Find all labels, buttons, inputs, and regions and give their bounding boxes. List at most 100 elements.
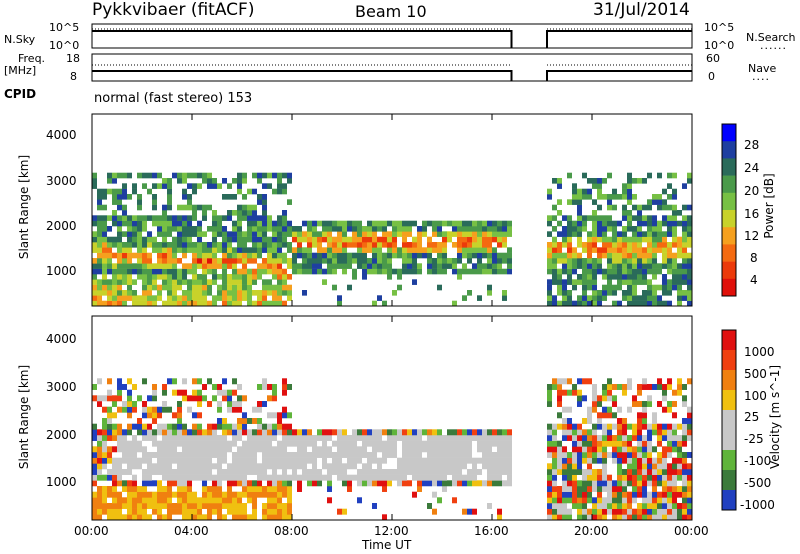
power-cell <box>267 258 272 264</box>
velocity-cell <box>342 452 347 458</box>
velocity-cell <box>132 463 137 470</box>
power-cell <box>562 284 567 291</box>
power-cell <box>222 300 227 307</box>
power-cell <box>572 284 577 291</box>
velocity-cell <box>237 503 242 509</box>
power-cell <box>687 172 692 179</box>
velocity-cell <box>592 514 597 521</box>
power-cell <box>117 268 122 275</box>
power-cell <box>652 274 657 280</box>
power-cell <box>267 284 272 291</box>
power-cell <box>352 226 357 232</box>
velocity-cell <box>622 508 627 515</box>
power-cell <box>127 258 132 264</box>
power-cell <box>562 226 567 232</box>
power-cell <box>437 252 442 259</box>
velocity-cell <box>627 423 632 430</box>
velocity-cell <box>672 423 677 430</box>
power-cell <box>117 252 122 259</box>
velocity-cell <box>232 474 237 481</box>
velocity-cell <box>567 480 572 487</box>
power-cell <box>412 252 417 259</box>
velocity-cell <box>472 508 477 515</box>
power-cell <box>157 220 162 227</box>
velocity-cell <box>237 429 242 436</box>
power-cell <box>187 279 192 285</box>
velocity-cell <box>212 446 217 453</box>
velocity-cell <box>92 491 97 498</box>
velocity-cell <box>662 446 667 453</box>
power-cell <box>152 194 157 200</box>
velocity-cell <box>562 423 567 430</box>
velocity-cell <box>387 435 392 441</box>
power-cell <box>597 252 602 259</box>
power-cell <box>132 236 137 243</box>
velocity-cell <box>267 480 272 487</box>
velocity-cell <box>367 469 372 475</box>
nsky-strip-frame <box>91 23 693 49</box>
power-cell <box>167 188 172 195</box>
velocity-cell <box>412 440 417 447</box>
power-cell <box>252 236 257 243</box>
velocity-cell <box>422 463 427 470</box>
velocity-cell <box>187 457 192 464</box>
velocity-cell <box>497 480 502 487</box>
velocity-cell <box>442 452 447 458</box>
power-cell <box>187 295 192 301</box>
velocity-cell <box>632 457 637 464</box>
power-cell <box>267 215 272 221</box>
velocity-cell <box>452 452 457 458</box>
power-cell <box>117 172 122 179</box>
velocity-cell <box>447 463 452 470</box>
power-cell <box>197 290 202 296</box>
velocity-cell <box>477 480 482 487</box>
velocity-cell <box>682 503 687 509</box>
power-cell <box>202 300 207 307</box>
power-cell <box>227 236 232 243</box>
velocity-cell <box>172 508 177 515</box>
velocity-cell <box>107 412 112 419</box>
power-cell <box>352 242 357 248</box>
power-cell <box>137 263 142 269</box>
velocity-cell <box>432 457 437 464</box>
power-cell <box>597 231 602 237</box>
velocity-cell <box>627 440 632 447</box>
power-cell <box>212 247 217 253</box>
velocity-cell <box>432 469 437 475</box>
velocity-cell <box>307 480 312 487</box>
velocity-cell <box>457 446 462 453</box>
power-cell <box>272 247 277 253</box>
power-cell <box>632 300 637 307</box>
velocity-cell <box>427 435 432 441</box>
power-cell <box>107 300 112 307</box>
velocity-cell <box>292 469 297 475</box>
power-cell <box>137 268 142 275</box>
power-cell <box>137 172 142 179</box>
power-cell <box>172 236 177 243</box>
velocity-cell <box>682 514 687 521</box>
power-cell <box>257 194 262 200</box>
velocity-cell <box>502 457 507 464</box>
velocity-cell <box>117 395 122 402</box>
power-cell <box>412 258 417 264</box>
velocity-cell <box>647 514 652 521</box>
power-cell <box>137 300 142 307</box>
power-cell <box>197 284 202 291</box>
velocity-cell <box>477 469 482 475</box>
power-cell <box>597 204 602 211</box>
power-cell <box>112 295 117 301</box>
velocity-cell <box>92 452 97 458</box>
velocity-cell <box>362 469 367 475</box>
velocity-cell <box>637 491 642 498</box>
power-cell <box>197 295 202 301</box>
velocity-cell <box>247 440 252 447</box>
power-cell <box>172 258 177 264</box>
power-cell <box>372 263 377 269</box>
power-cell <box>267 268 272 275</box>
power-cell <box>187 226 192 232</box>
velocity-cell <box>117 406 122 413</box>
power-cell <box>492 226 497 232</box>
freq-tick-bottom: 8 <box>70 70 77 83</box>
nsearch-tick-bottom: 10^0 <box>704 39 735 52</box>
power-cell <box>622 247 627 253</box>
